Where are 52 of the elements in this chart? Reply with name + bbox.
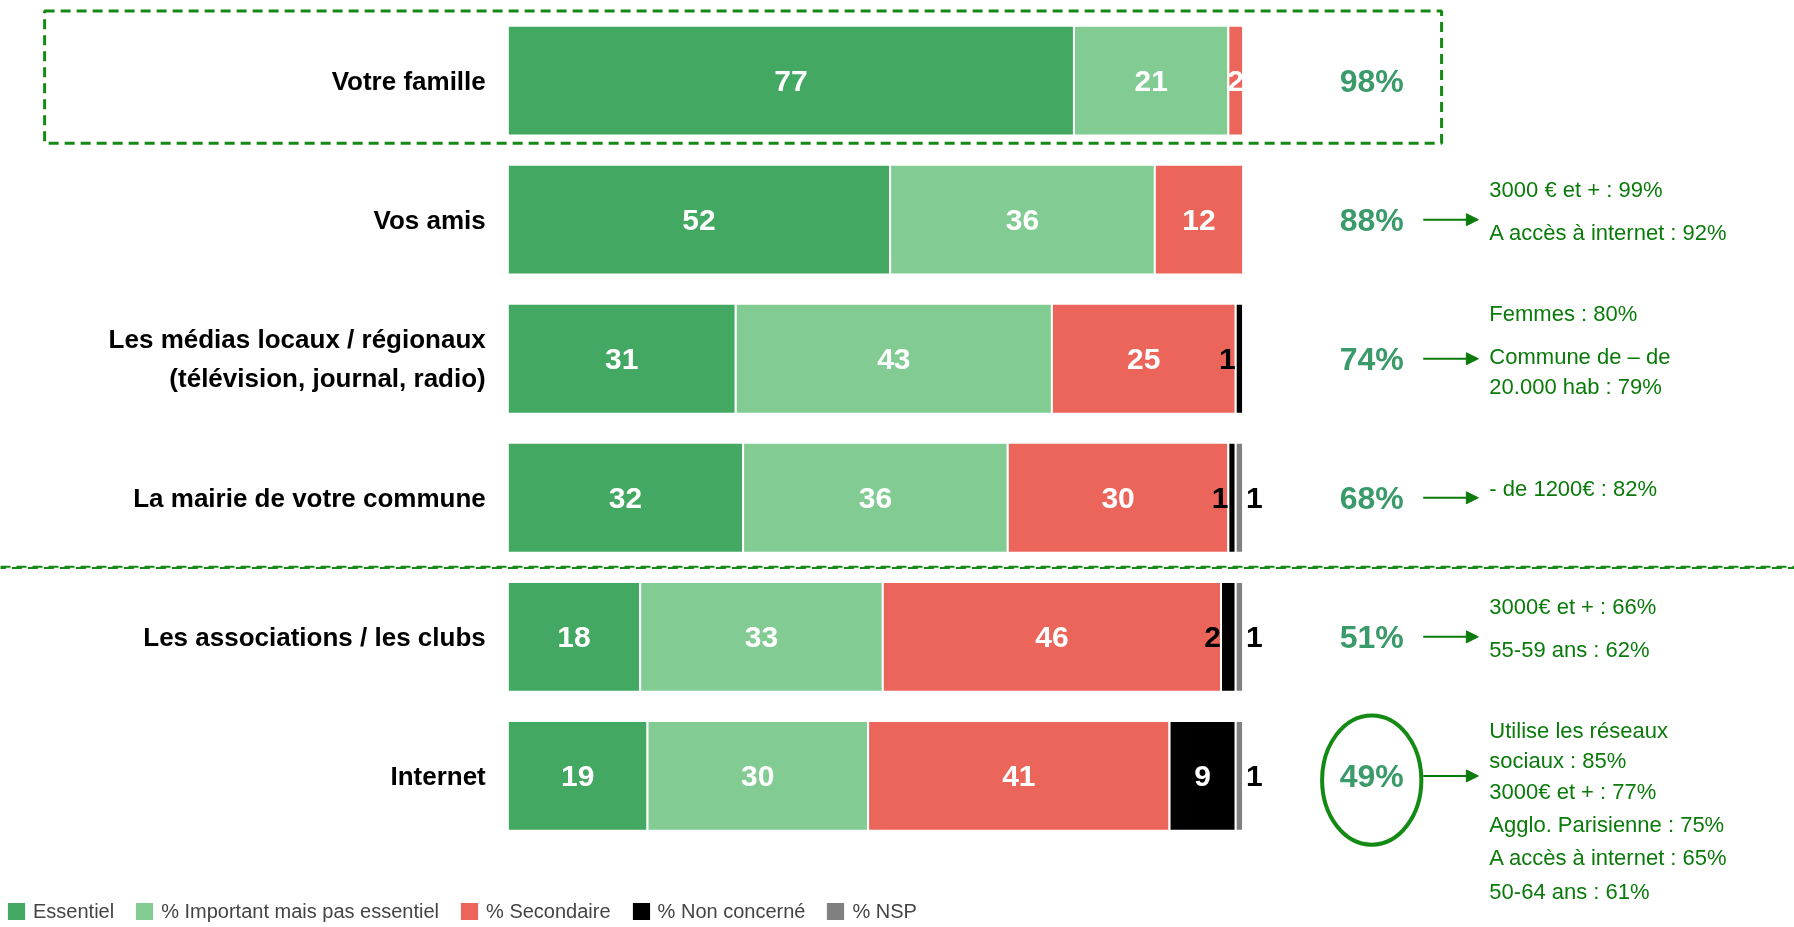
data-label: 9 [1194, 758, 1211, 792]
text: Commune de – de 20.000 hab : 79% [1489, 344, 1671, 400]
legend-label: % Non concerné [657, 899, 806, 923]
text: A accès à internet : 65% [1489, 845, 1727, 871]
data-label: 77 [774, 63, 808, 97]
data-label: 32 [608, 480, 643, 514]
y-tick-label: Internet [390, 760, 487, 791]
data-label: 2 [1204, 619, 1222, 653]
text: 74% [1339, 340, 1404, 377]
y-tick-label: Les associations / les clubs [143, 621, 486, 652]
data-label: 25 [1127, 341, 1161, 375]
text: 98% [1339, 62, 1404, 99]
data-label: 36 [1005, 202, 1040, 236]
y-tick-label: Les médias locaux / régionaux (télévision, journal, radio) [108, 324, 487, 394]
data-label: 36 [858, 480, 893, 514]
data-label: 1 [1246, 758, 1263, 792]
text: 68% [1339, 479, 1404, 516]
legend-label: % Secondaire [486, 899, 611, 923]
text: 3000€ et + : 77% [1489, 778, 1657, 804]
data-label: 19 [560, 758, 595, 792]
text: 88% [1339, 201, 1404, 238]
text: Utilise les réseaux sociaux : 85% [1489, 717, 1668, 773]
data-label: 46 [1035, 619, 1069, 653]
data-label: 1 [1246, 619, 1263, 653]
data-label: 52 [682, 202, 716, 236]
y-tick-label: Vos amis [373, 204, 486, 235]
text: 3000 € et + : 99% [1489, 176, 1663, 202]
text: - de 1200€ : 82% [1489, 476, 1657, 502]
text: 3000€ et + : 66% [1489, 593, 1657, 619]
data-label: 31 [605, 341, 639, 375]
legend-label: % Important mais pas essentiel [161, 899, 440, 923]
text: 50-64 ans : 61% [1489, 878, 1650, 904]
data-label: 30 [1101, 480, 1135, 514]
text: Femmes : 80% [1489, 301, 1638, 327]
data-label: 12 [1182, 202, 1216, 236]
data-label: 21 [1134, 63, 1168, 97]
y-tick-label: La mairie de votre commune [133, 482, 486, 513]
text: A accès à internet : 92% [1489, 219, 1727, 245]
data-label: 33 [744, 619, 779, 653]
legend-label: % NSP [852, 899, 917, 923]
legend-label: Essentiel [33, 899, 115, 923]
data-label: 30 [741, 758, 775, 792]
text: 55-59 ans : 62% [1489, 636, 1650, 662]
data-label: 18 [557, 619, 591, 653]
text: 51% [1339, 618, 1404, 655]
text: Agglo. Parisienne : 75% [1489, 812, 1725, 838]
text: 49% [1339, 757, 1404, 794]
data-label: 1 [1219, 341, 1236, 375]
data-label: 1 [1246, 480, 1263, 514]
y-tick-label: Votre famille [331, 65, 486, 96]
data-label: 41 [1002, 758, 1036, 792]
data-label: 43 [877, 341, 911, 375]
